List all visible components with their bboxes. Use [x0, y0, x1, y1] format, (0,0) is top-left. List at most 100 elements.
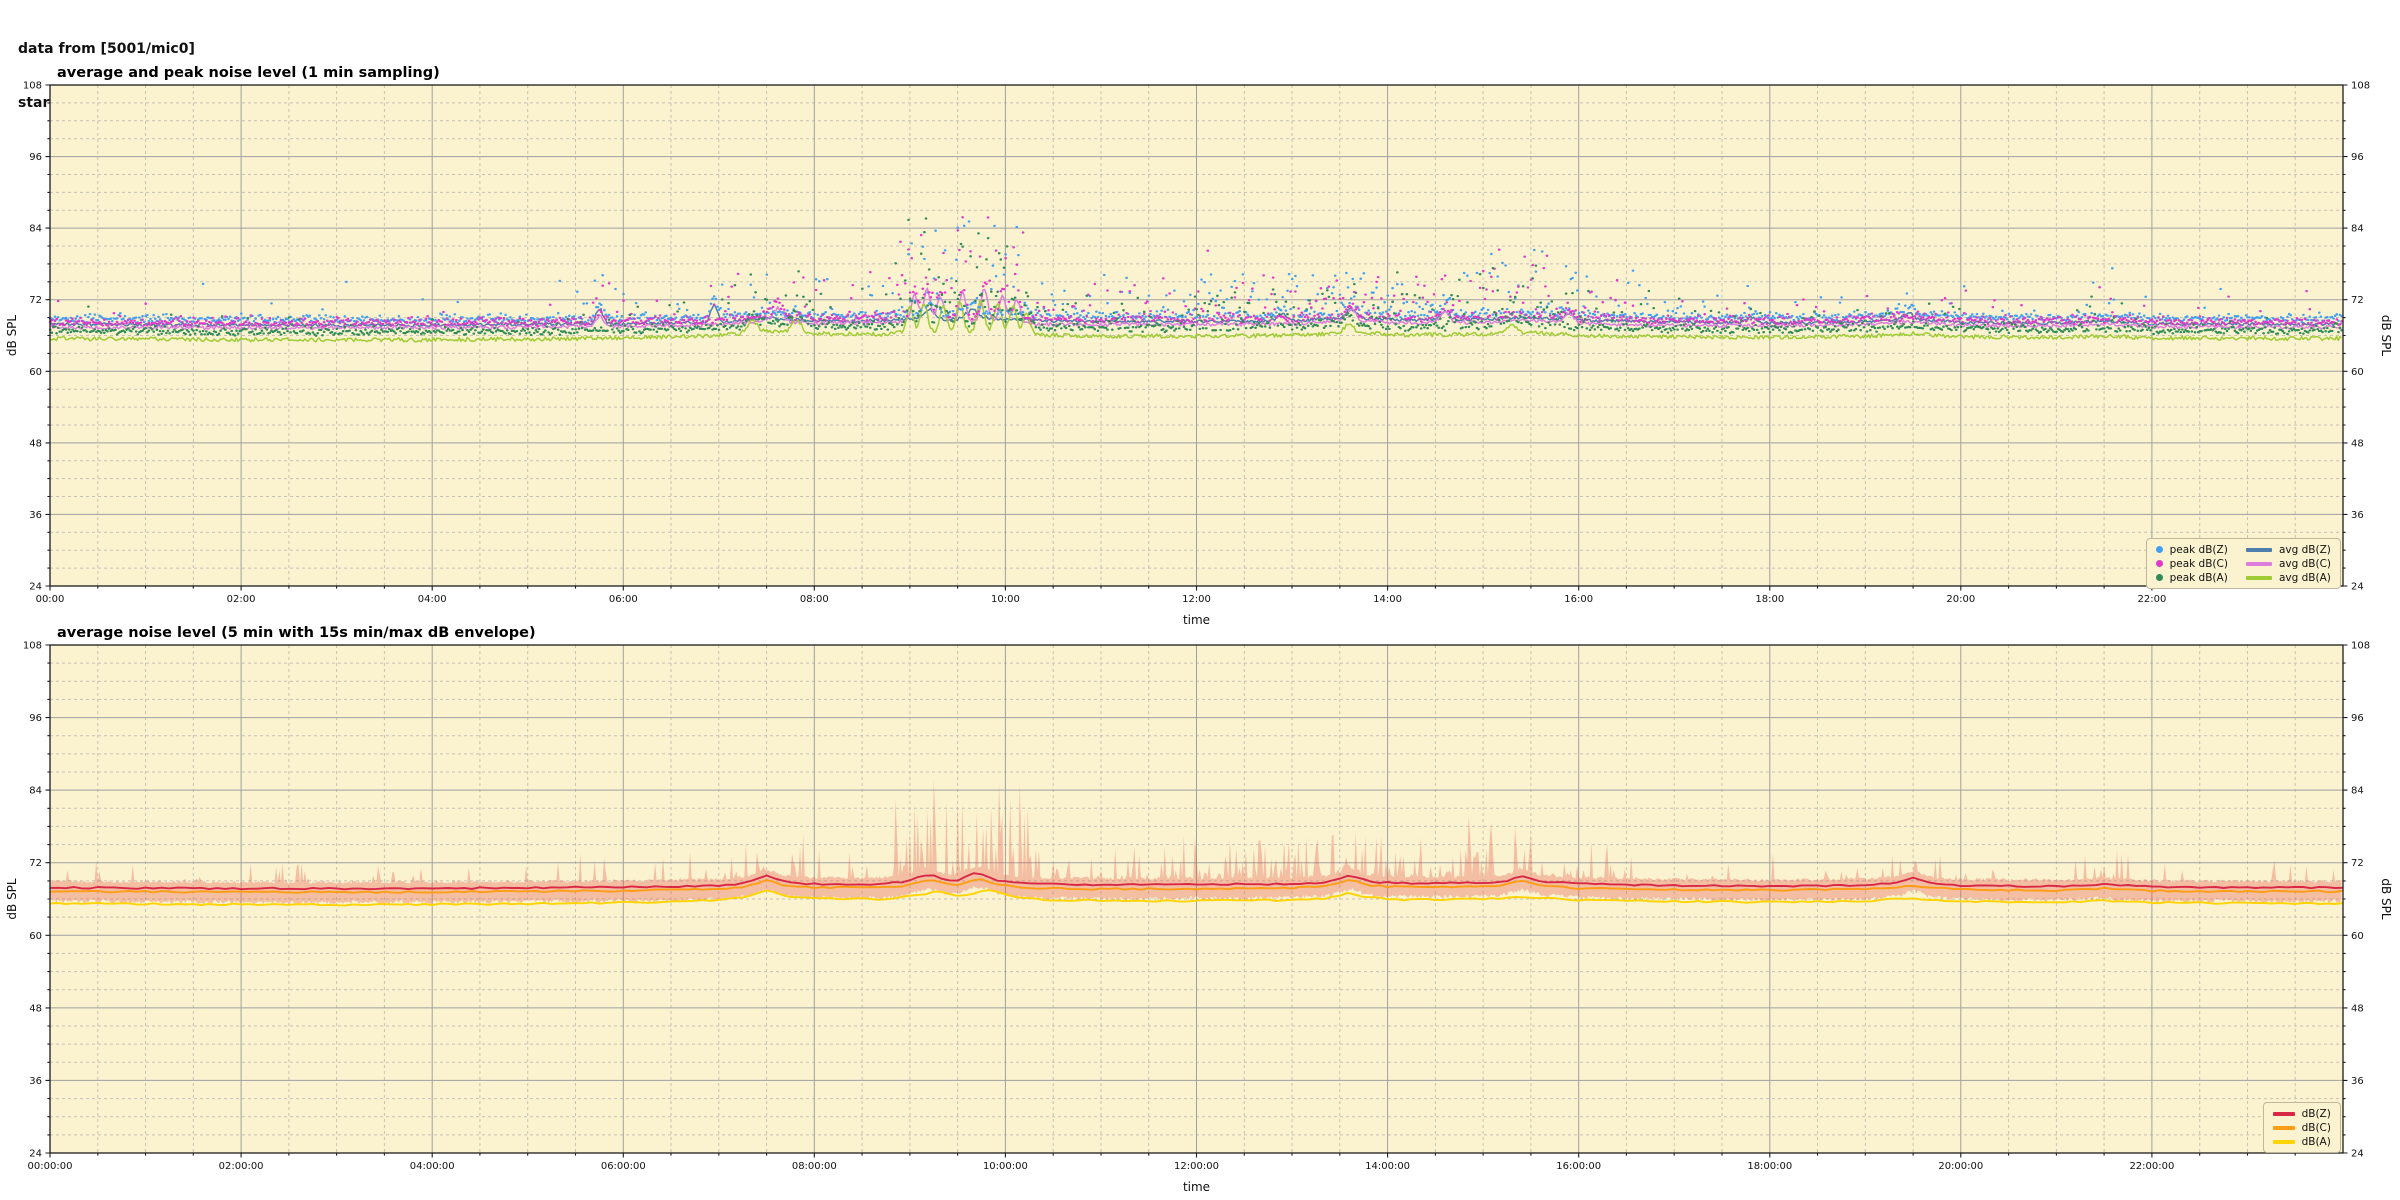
y-tick-label-left: 60	[29, 931, 42, 942]
legend-marker-line	[2245, 575, 2272, 580]
y-tick-label-right: 84	[2351, 224, 2364, 235]
legend-marker-line	[2245, 561, 2272, 566]
x-tick-label: 10:00	[991, 594, 1020, 605]
y-tick-label-left: 36	[29, 1076, 42, 1087]
legend-entry: dB(C)	[2272, 1121, 2331, 1134]
legend-label: dB(A)	[2301, 1135, 2331, 1148]
x-tick-label: 00:00	[36, 594, 65, 605]
y-tick-label-left: 48	[29, 438, 42, 449]
legend-column: dB(Z) dB(C) dB(A)	[2272, 1107, 2331, 1148]
x-tick-label: 22:00	[2137, 594, 2166, 605]
avg-line-b(c	[49, 287, 2342, 331]
x-tick-label: 18:00	[1755, 594, 1784, 605]
x-tick-label: 04:00	[418, 594, 447, 605]
y-tick-label-right: 36	[2351, 1076, 2364, 1087]
y-tick-label-right: 108	[2351, 641, 2370, 652]
avg-line-b(a	[49, 300, 2342, 343]
x-tick-label: 18:00:00	[1747, 1161, 1792, 1172]
y-tick-label-left: 24	[29, 582, 42, 593]
y-tick-label-right: 48	[2351, 438, 2364, 449]
y-tick-label-right: 84	[2351, 786, 2364, 797]
legend-label: peak dB(A)	[2169, 571, 2228, 584]
y-tick-label-right: 48	[2351, 1003, 2364, 1014]
y-tick-label-left: 84	[29, 786, 42, 797]
legend-entry: peak dB(Z)	[2155, 543, 2228, 556]
chart-title: average and peak noise level (1 min samp…	[57, 65, 440, 81]
x-tick-label: 14:00:00	[1365, 1161, 1410, 1172]
x-tick-label: 02:00	[227, 594, 256, 605]
y-axis-label-right: dB SPL	[2379, 315, 2393, 357]
legend-column-avg: avg dB(Z) avg dB(C) avg dB(A)	[2245, 543, 2331, 584]
y-tick-label-left: 108	[23, 81, 42, 92]
legend-entry: dB(A)	[2272, 1135, 2331, 1148]
legend-column-peak: peak dB(Z) peak dB(C) peak dB(A)	[2155, 543, 2228, 584]
y-tick-label-right: 96	[2351, 152, 2364, 163]
legend-entry: dB(Z)	[2272, 1107, 2331, 1120]
x-tick-label: 00:00:00	[28, 1161, 73, 1172]
legend-marker-line	[2272, 1111, 2295, 1116]
legend-label: avg dB(A)	[2278, 571, 2331, 584]
avg-line-a	[49, 889, 2344, 907]
y-tick-label-left: 60	[29, 367, 42, 378]
header-line-1: data from [5001/mic0]	[18, 41, 195, 57]
legend-entry: peak dB(C)	[2155, 557, 2228, 570]
x-axis-label: time	[1183, 613, 1210, 627]
top-chart-legend: peak dB(Z) peak dB(C) peak dB(A) avg dB(Z) a…	[2145, 538, 2341, 589]
legend-entry: avg dB(C)	[2245, 557, 2331, 570]
plot-frame	[49, 84, 2344, 587]
x-tick-label: 16:00	[1564, 594, 1593, 605]
y-tick-label-right: 24	[2351, 582, 2364, 593]
y-tick-label-right: 72	[2351, 295, 2364, 306]
avg-line-c	[49, 878, 2344, 894]
y-axis-label-left: dB SPL	[5, 878, 19, 920]
legend-label: dB(Z)	[2301, 1107, 2331, 1120]
y-tick-label-left: 36	[29, 510, 42, 521]
x-tick-label: 22:00:00	[2129, 1161, 2174, 1172]
legend-marker-line	[2272, 1125, 2295, 1130]
x-tick-label: 06:00:00	[601, 1161, 646, 1172]
y-axis-label-left: dB SPL	[5, 315, 19, 357]
x-tick-label: 06:00	[609, 594, 638, 605]
y-tick-label-right: 72	[2351, 858, 2364, 869]
y-tick-label-left: 96	[29, 713, 42, 724]
plot-frame	[49, 644, 2344, 1154]
bottom-chart-legend: dB(Z) dB(C) dB(A)	[2262, 1102, 2341, 1153]
y-tick-label-left: 72	[29, 858, 42, 869]
top-chart: 00:00 02:00 04:00 06:00 08:00 10:00 12:00 14:00…	[5, 65, 2393, 627]
x-tick-label: 08:00	[800, 594, 829, 605]
y-tick-label-right: 60	[2351, 931, 2364, 942]
y-tick-label-left: 96	[29, 152, 42, 163]
legend-marker-dot	[2155, 546, 2163, 553]
legend-marker-dot	[2155, 574, 2163, 581]
y-tick-label-left: 24	[29, 1149, 42, 1160]
x-tick-label: 20:00:00	[1938, 1161, 1983, 1172]
y-tick-label-left: 72	[29, 295, 42, 306]
y-tick-label-left: 48	[29, 1003, 42, 1014]
y-tick-label-left: 84	[29, 224, 42, 235]
avg-line-z	[49, 872, 2344, 891]
legend-label: dB(C)	[2301, 1121, 2331, 1134]
y-tick-label-right: 96	[2351, 713, 2364, 724]
legend-label: peak dB(C)	[2169, 557, 2228, 570]
x-tick-label: 16:00:00	[1556, 1161, 1601, 1172]
legend-label: avg dB(Z)	[2278, 543, 2331, 556]
y-axis-label-right: dB SPL	[2379, 878, 2393, 920]
legend-marker-dot	[2155, 560, 2163, 567]
chart-title: average noise level (5 min with 15s min/…	[57, 625, 536, 641]
y-tick-label-left: 108	[23, 641, 42, 652]
x-tick-label: 14:00	[1373, 594, 1402, 605]
x-tick-label: 12:00	[1182, 594, 1211, 605]
bottom-chart: 00:00:00 02:00:00 04:00:00 06:00:00 08:00:00…	[5, 625, 2393, 1194]
y-tick-label-right: 60	[2351, 367, 2364, 378]
y-tick-label-right: 24	[2351, 1149, 2364, 1160]
legend-label: avg dB(C)	[2278, 557, 2331, 570]
legend-entry: avg dB(Z)	[2245, 543, 2331, 556]
legend-marker-line	[2245, 547, 2272, 552]
axis-ticks	[45, 644, 2348, 1158]
y-tick-label-right: 108	[2351, 81, 2370, 92]
legend-label: peak dB(Z)	[2169, 543, 2228, 556]
y-tick-label-right: 36	[2351, 510, 2364, 521]
x-tick-label: 12:00:00	[1174, 1161, 1219, 1172]
legend-entry: peak dB(A)	[2155, 571, 2228, 584]
